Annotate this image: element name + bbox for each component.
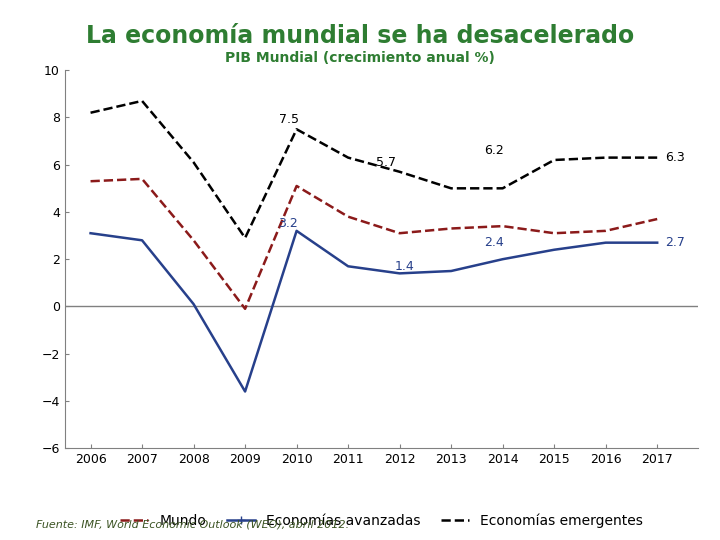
Text: La economía mundial se ha desacelerado: La economía mundial se ha desacelerado [86, 24, 634, 48]
Text: 7.5: 7.5 [279, 113, 299, 126]
Text: 3.2: 3.2 [279, 217, 298, 230]
Legend: Mundo, Economías avanzadas, Economías emergentes: Mundo, Economías avanzadas, Economías em… [114, 508, 649, 534]
Text: 2.4: 2.4 [485, 236, 505, 249]
Text: 1.4: 1.4 [395, 260, 414, 273]
Text: 2.7: 2.7 [665, 236, 685, 249]
Text: PIB Mundial (crecimiento anual %): PIB Mundial (crecimiento anual %) [225, 51, 495, 65]
Text: 6.3: 6.3 [665, 151, 685, 164]
Text: 5.7: 5.7 [377, 156, 397, 169]
Text: 6.2: 6.2 [485, 144, 505, 157]
Text: Fuente: IMF, World Economic Outlook (WEO), abril 2012.: Fuente: IMF, World Economic Outlook (WEO… [36, 519, 349, 529]
